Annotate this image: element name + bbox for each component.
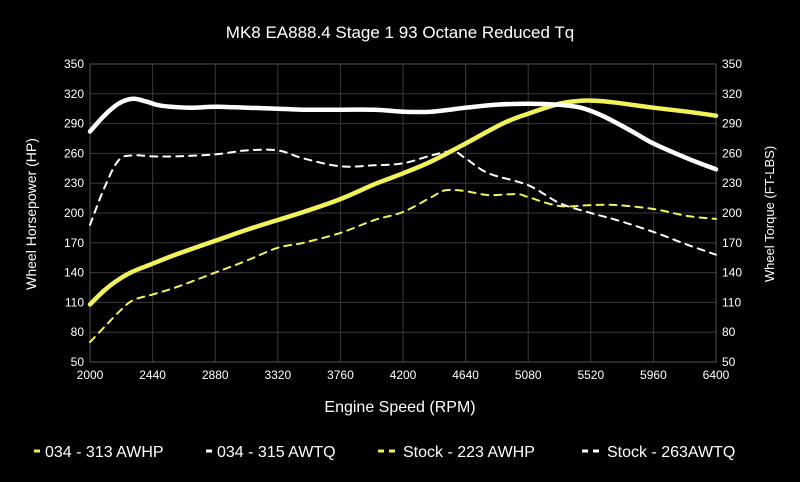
plot-border: [89, 63, 717, 363]
y-tick-label-left: 230: [64, 176, 84, 190]
y-tick-label-right: 350: [722, 57, 742, 71]
y-tick-label-left: 350: [64, 57, 84, 71]
y-ticks-right: 350 320 290 260 230 200 170 140 110 80 50: [722, 57, 742, 369]
legend-label: Stock - 223 AWHP: [403, 444, 535, 461]
x-axis-label: Engine Speed (RPM): [324, 399, 475, 416]
y-tick-label-right: 110: [722, 295, 741, 309]
y-tick-label-right: 260: [722, 146, 742, 160]
x-tick-label: 5520: [577, 368, 604, 382]
y-tick-label-right: 80: [722, 325, 736, 339]
plot-frame: [89, 63, 717, 363]
x-tick-label: 6400: [703, 368, 730, 382]
series-line-2: [87, 96, 719, 172]
y-tick-label-left: 290: [64, 117, 84, 131]
y-axis-label-right: Wheel Torque (FT-LBS): [762, 146, 777, 282]
y-tick-label-right: 170: [722, 236, 742, 250]
legend-label: 034 - 313 AWHP: [45, 444, 164, 461]
x-tick-label: 2880: [202, 368, 229, 382]
series-line-1: [87, 98, 719, 307]
y-tick-label-left: 200: [64, 206, 84, 220]
x-ticks: 2000 2440 2880 3320 3760 4200 4640 5080 5520 5960…: [77, 368, 730, 382]
y-tick-label-left: 50: [71, 355, 85, 369]
x-tick-label: 5960: [640, 368, 667, 382]
y-tick-label-right: 200: [722, 206, 742, 220]
y-tick-label-left: 110: [65, 295, 84, 309]
y-tick-label-left: 320: [64, 87, 84, 101]
y-tick-label-left: 170: [64, 236, 84, 250]
x-tick-label: 3320: [264, 368, 291, 382]
series-layer: [87, 96, 719, 344]
y-axis-label-left: Wheel Horsepower (HP): [23, 138, 39, 290]
series-line-3: [89, 188, 717, 344]
y-tick-label-right: 320: [722, 87, 742, 101]
legend: 034 - 313 AWHP 034 - 315 AWTQ Stock - 223 …: [34, 444, 735, 461]
x-tick-label: 3760: [327, 368, 354, 382]
y-tick-label-right: 50: [722, 355, 736, 369]
y-tick-label-left: 140: [64, 266, 84, 280]
y-tick-label-right: 290: [722, 117, 742, 131]
x-tick-label: 4640: [452, 368, 479, 382]
legend-label: 034 - 315 AWTQ: [217, 444, 336, 461]
x-tick-label: 2000: [77, 368, 104, 382]
chart-title: MK8 EA888.4 Stage 1 93 Octane Reduced Tq: [226, 23, 574, 42]
x-tick-label: 2440: [139, 368, 166, 382]
series-line-4: [89, 148, 717, 256]
y-ticks-left: 350 320 290 260 230 200 170 140 110 80 50: [64, 57, 84, 369]
x-tick-label: 5080: [515, 368, 542, 382]
legend-label: Stock - 263AWTQ: [607, 444, 735, 461]
y-tick-label-right: 230: [722, 176, 742, 190]
y-tick-label-left: 80: [71, 325, 85, 339]
y-tick-label-right: 140: [722, 266, 742, 280]
y-tick-label-left: 260: [64, 146, 84, 160]
x-tick-label: 4200: [390, 368, 417, 382]
